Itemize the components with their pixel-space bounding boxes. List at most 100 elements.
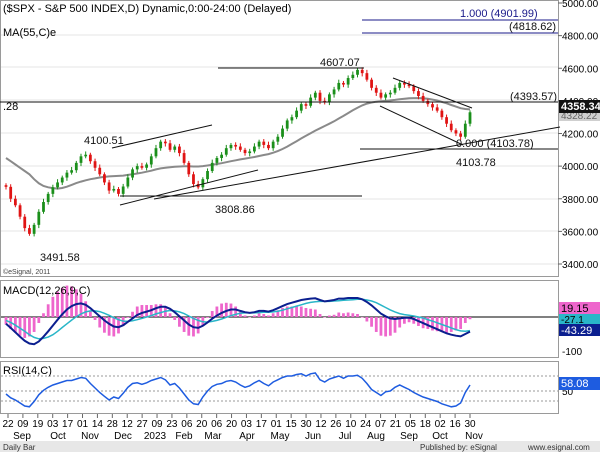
macd-hist-bar	[93, 317, 97, 320]
candle-body	[463, 123, 467, 137]
falling-channel-bottom	[379, 105, 464, 146]
candle-body	[173, 146, 177, 150]
macd-hist-bar	[328, 315, 331, 317]
macd-hist-bar	[267, 315, 270, 317]
time-axis-day-label: 09	[17, 419, 29, 430]
macd-hist-bar	[435, 317, 439, 332]
time-axis-day-label: 30	[464, 419, 476, 430]
pivot-4103-label: 4103.78	[456, 157, 496, 169]
candle-body	[459, 133, 463, 137]
macd-hist-bar	[271, 313, 275, 317]
fib-1000-label: 1.000 (4901.99)	[460, 8, 538, 20]
price-axis-label: 4200.00	[562, 130, 599, 141]
macd-hist-bar	[370, 317, 373, 327]
macd-hist-bar	[412, 317, 416, 324]
fib-lines	[362, 19, 558, 34]
level-4103-label: 0.000 (4103.78)	[456, 138, 534, 150]
time-axis-month-label: Aug	[367, 431, 385, 442]
time-axis-day-label: 01	[271, 419, 283, 430]
candle-body	[32, 224, 36, 234]
macd-hist-bar	[342, 313, 345, 317]
time-axis-day-label: 24	[360, 419, 372, 430]
last-price-faded-tag	[559, 110, 600, 121]
macd-hist-bar	[215, 306, 219, 317]
macd-hist-bar	[187, 317, 191, 336]
macd-hist-bar	[285, 306, 289, 317]
candle-body	[393, 87, 397, 93]
candle-body	[224, 148, 228, 155]
macd-hist-bar	[234, 306, 238, 317]
time-axis-day-label: 20	[226, 419, 238, 430]
macd-hist-bar	[388, 317, 392, 336]
macd-hist-bar	[117, 317, 120, 334]
macd-hist-bar	[243, 315, 247, 317]
macd-hist-bar	[384, 317, 388, 337]
candle-body	[215, 157, 219, 163]
macd-hist-bar	[79, 293, 83, 317]
macd-hist-bar	[248, 317, 252, 318]
time-axis-day-label: 03	[241, 419, 253, 430]
macd-tag-hist	[559, 302, 600, 314]
candle-body	[93, 161, 97, 168]
macd-hist-bar	[313, 309, 317, 317]
copyright-text: ©eSignal, 2011	[3, 268, 51, 276]
macd-hist-bar	[323, 317, 327, 318]
macd-hist-bar	[454, 317, 458, 331]
last-price-faded: 4328.22	[561, 111, 598, 122]
time-axis-day-label: 01	[77, 419, 89, 430]
time-axis-month-label: Mar	[204, 431, 222, 442]
time-axis-month-label: Sep	[13, 431, 31, 442]
candle-body	[426, 100, 430, 105]
candle-body	[290, 117, 294, 121]
time-axis-day-label: 18	[420, 419, 432, 430]
time-axis-day-label: 05	[405, 419, 417, 430]
candle-body	[229, 144, 233, 149]
price-axis-bg	[559, 0, 600, 277]
falling-channel-top	[392, 77, 473, 109]
price-left-stub: .28	[3, 101, 18, 113]
time-axis-day-label: 20	[196, 419, 208, 430]
candle-body	[149, 156, 153, 165]
candle-body	[238, 146, 242, 150]
candle-body	[351, 74, 355, 79]
macd-hist-bar	[103, 317, 106, 333]
support-trendline	[153, 126, 561, 200]
macd-hist-bar	[154, 304, 158, 317]
candle-body	[220, 154, 223, 158]
macd-hist-bar	[70, 286, 74, 317]
time-axis-month-label: Nov	[465, 431, 483, 442]
time-axis-month-label: Oct	[432, 431, 448, 442]
candle-body	[374, 87, 378, 93]
candle-body	[88, 154, 92, 162]
candle-body	[168, 143, 172, 150]
time-axis-month-label: Feb	[175, 431, 193, 442]
candle-body	[60, 177, 64, 183]
time-axis-day-label: 16	[450, 419, 462, 430]
macd-hist-bar	[98, 317, 102, 328]
candle-body	[131, 169, 134, 178]
macd-hist-bar	[290, 306, 294, 317]
candle-body	[346, 78, 350, 85]
candle-body	[285, 120, 289, 129]
macd-hist-bar	[356, 314, 359, 317]
pivot-4100-label: 4100.51	[84, 135, 124, 147]
macd-signal-line	[5, 298, 471, 340]
candle-body	[398, 82, 402, 88]
macd-hist-bar	[379, 317, 383, 336]
candle-body	[42, 202, 45, 212]
macd-hist-bar	[431, 317, 434, 331]
macd-hist-bar	[23, 317, 27, 338]
macd-hist-bar	[332, 314, 336, 317]
candle-body	[417, 91, 420, 96]
rsi-tag	[559, 377, 600, 390]
price-axis-label: 4600.00	[562, 64, 599, 75]
candle-body	[192, 174, 195, 185]
macd-tag-signal	[559, 314, 600, 325]
time-axis-month-label: Oct	[50, 431, 66, 442]
candle-body	[402, 82, 406, 85]
macd-hist-bar	[131, 311, 134, 317]
candle-body	[9, 186, 13, 199]
macd-hist-bar	[449, 317, 453, 332]
candle-body	[365, 73, 369, 80]
